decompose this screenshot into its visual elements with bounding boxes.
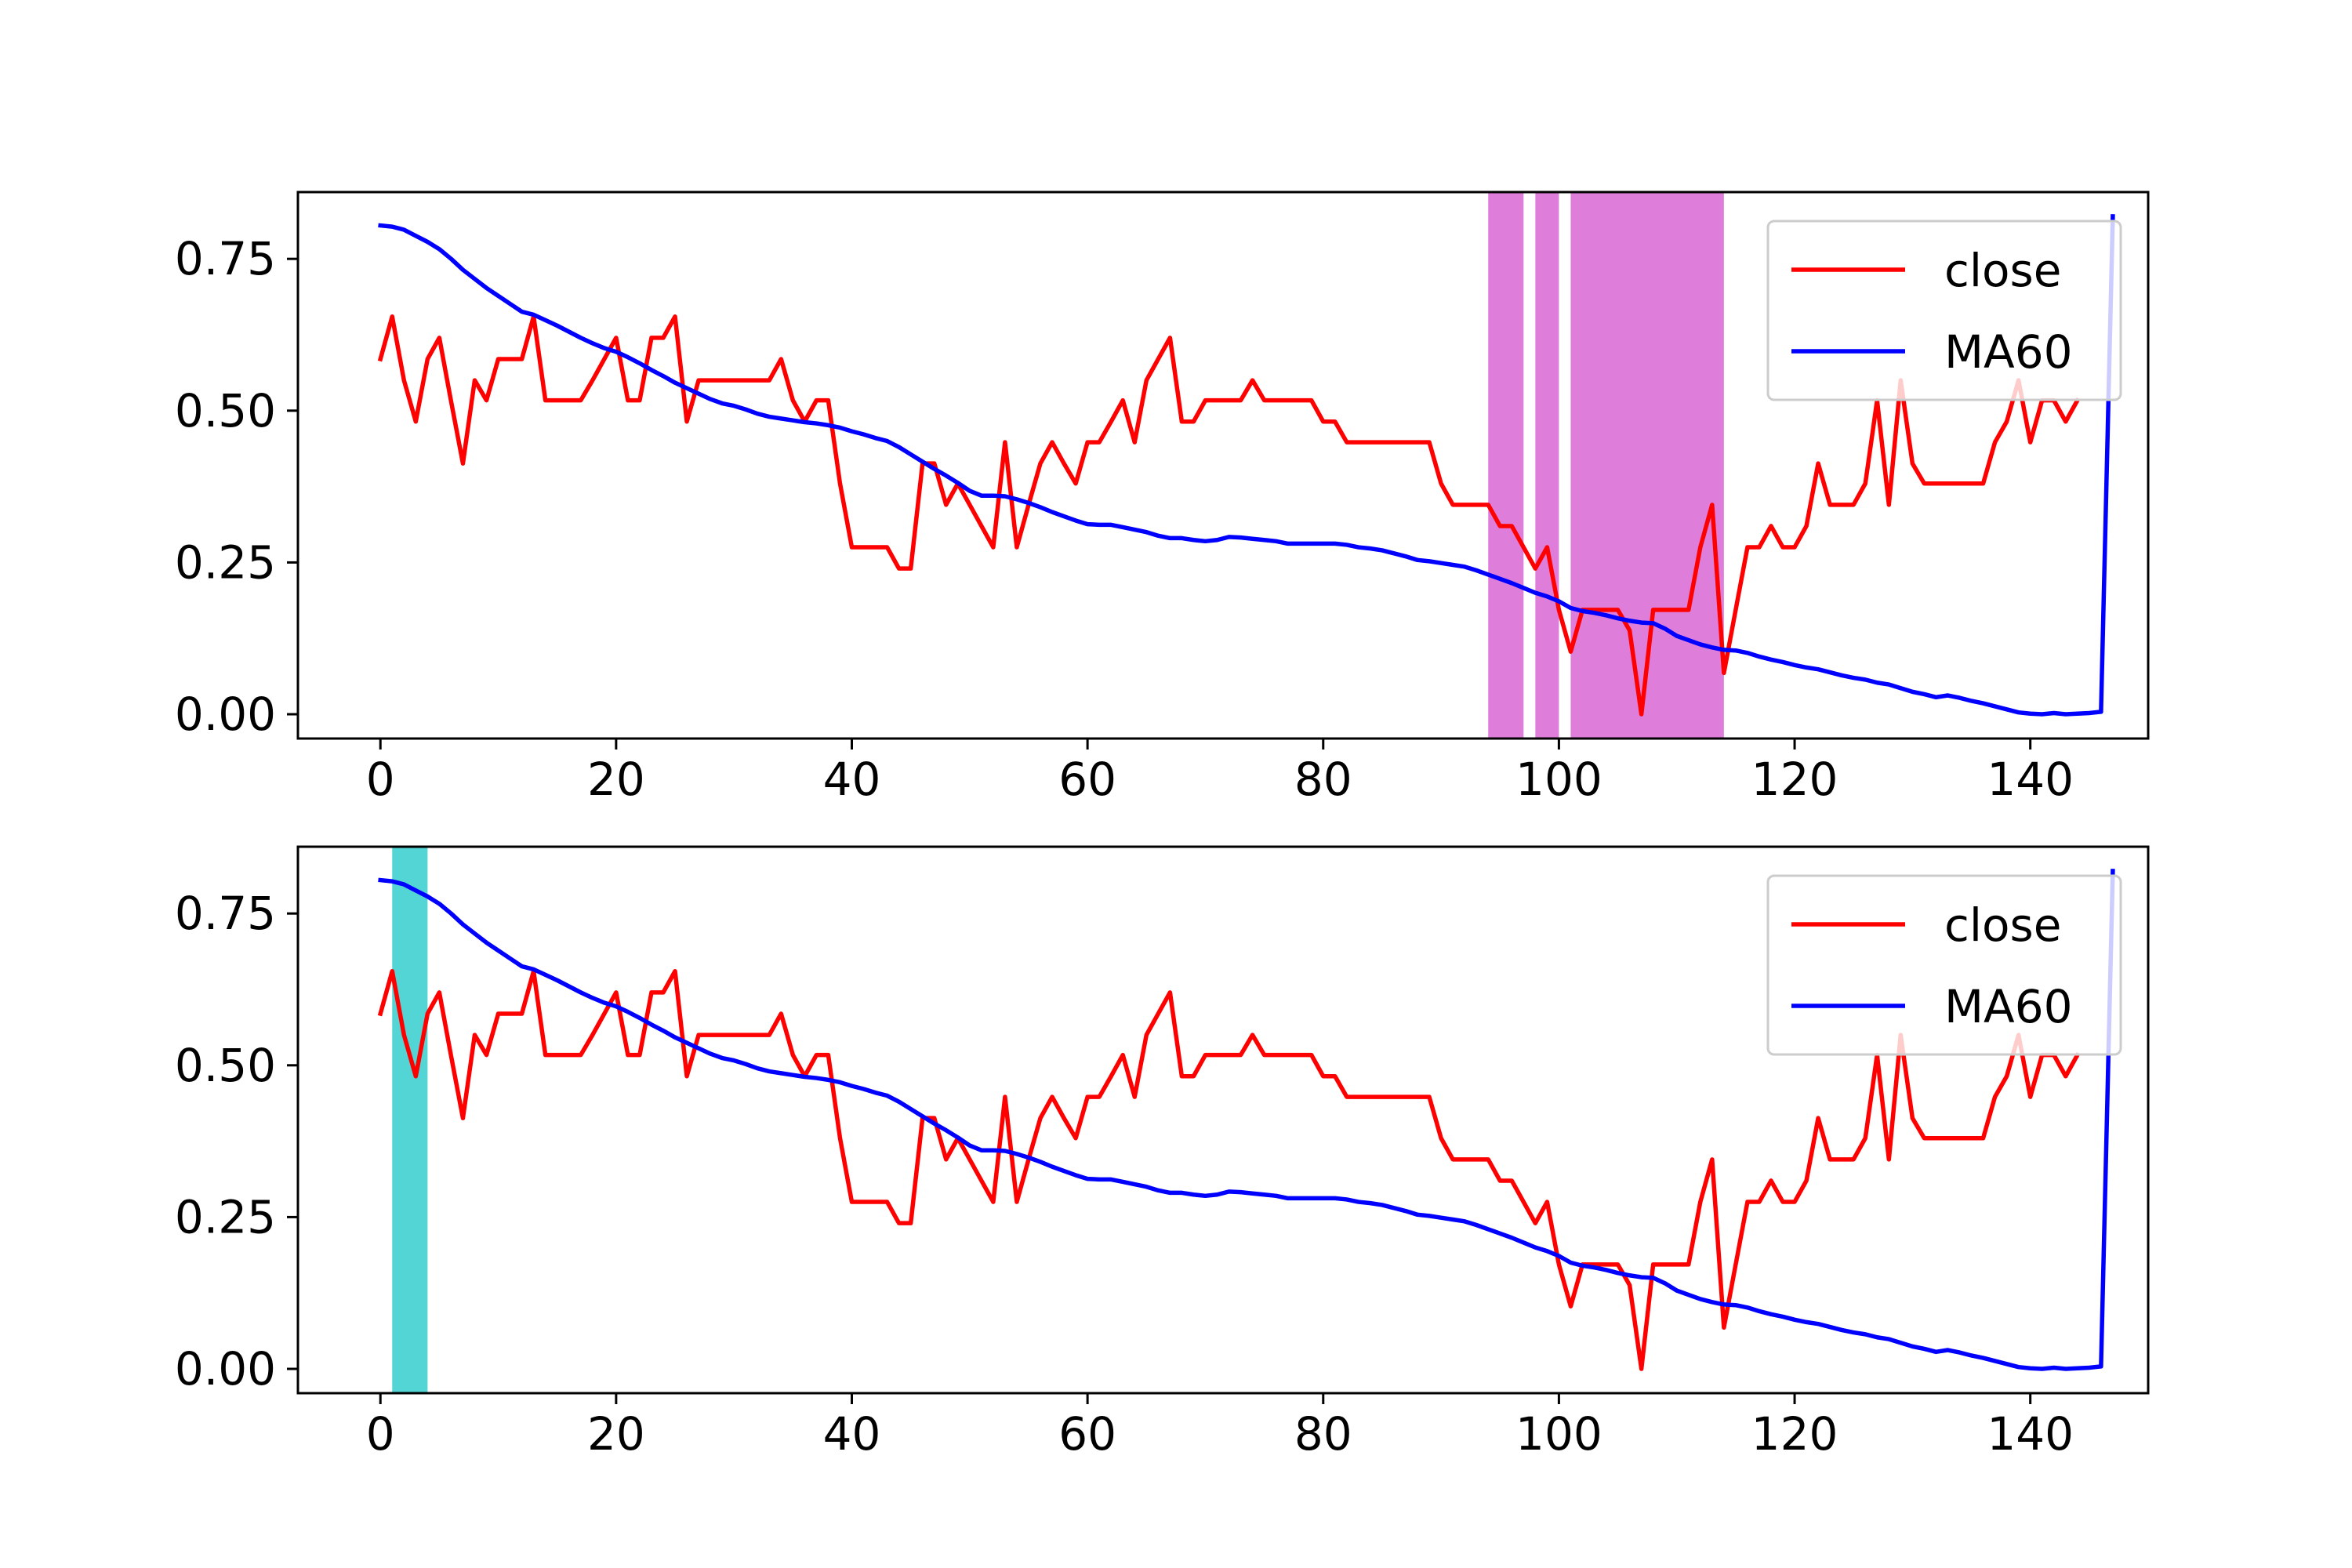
x-tick-label: 120 <box>1751 1407 1838 1461</box>
legend-box <box>1766 874 2122 1056</box>
y-tick-label: 0.50 <box>175 384 276 437</box>
y-tick-label: 0.75 <box>175 887 276 940</box>
x-tick-label: 60 <box>1058 753 1116 806</box>
axes-frame <box>296 845 2150 1395</box>
legend-label-close: close <box>1944 898 2061 952</box>
x-tick-label: 80 <box>1294 1407 1352 1461</box>
x-tick-label: 0 <box>366 1407 395 1461</box>
y-tick-label: 0.00 <box>175 688 276 741</box>
legend: close MA60 <box>1766 874 2122 1056</box>
x-tick-label: 100 <box>1515 1407 1602 1461</box>
axes-frame <box>296 191 2150 740</box>
subplot-2: 0 20 40 60 80 100 120 140 0.00 0.25 0.50 0.75 close M… <box>175 845 2150 1461</box>
x-tick-label: 140 <box>1987 753 2074 806</box>
shaded-span <box>392 847 428 1393</box>
x-tick-label: 20 <box>587 753 645 806</box>
legend-label-ma60: MA60 <box>1944 325 2073 379</box>
x-tick-label: 140 <box>1987 1407 2074 1461</box>
x-tick-label: 40 <box>823 753 881 806</box>
y-tick-label: 0.75 <box>175 232 276 285</box>
legend-box <box>1766 220 2122 401</box>
legend-label-close: close <box>1944 244 2061 297</box>
x-tick-label: 0 <box>366 753 395 806</box>
series-line-ma60 <box>378 214 2115 717</box>
x-tick-label: 80 <box>1294 753 1352 806</box>
shaded-span <box>1535 192 1559 739</box>
series-line-close <box>377 314 2081 717</box>
y-tick-label: 0.00 <box>175 1342 276 1396</box>
x-tick-label: 60 <box>1058 1407 1116 1461</box>
x-tick-label: 100 <box>1515 753 1602 806</box>
legend-label-ma60: MA60 <box>1944 980 2073 1033</box>
shaded-span <box>1488 192 1524 739</box>
x-tick-label: 40 <box>823 1407 881 1461</box>
series-line-ma60 <box>378 869 2115 1371</box>
x-tick-label: 120 <box>1751 753 1838 806</box>
legend: close MA60 <box>1766 220 2122 401</box>
y-tick-label: 0.25 <box>175 535 276 589</box>
series-line-close <box>377 969 2081 1371</box>
y-tick-label: 0.50 <box>175 1039 276 1092</box>
subplot-1: 0 20 40 60 80 100 120 140 0.00 0.25 0.50 0.75 close M… <box>175 191 2150 806</box>
y-tick-label: 0.25 <box>175 1190 276 1243</box>
x-tick-label: 20 <box>587 1407 645 1461</box>
